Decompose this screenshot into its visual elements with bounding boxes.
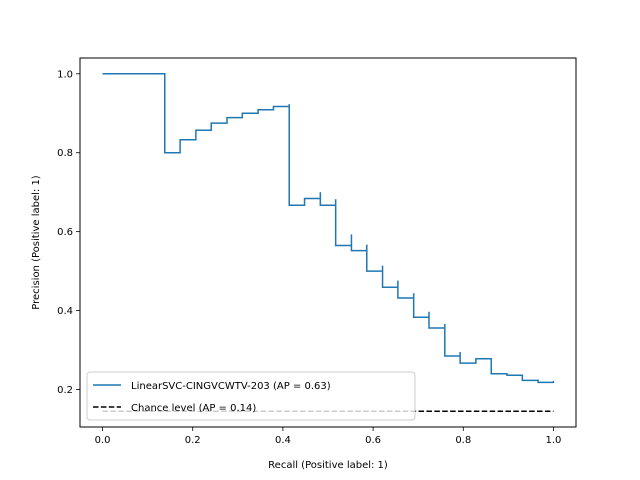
y-axis-label: Precision (Positive label: 1) [31,175,42,310]
axes-frame [79,57,577,428]
y-tick-label: 1.0 [57,69,73,80]
legend-label-classifier: LinearSVC-CINGVCWTV-203 (AP = 0.63) [131,381,331,392]
legend-box [86,371,416,421]
y-tick-label: 0.6 [57,227,73,238]
pr-curve-line [102,73,555,384]
x-tick-label: 0.6 [365,435,381,446]
y-axis-ticks: 0.2 0.4 0.6 0.8 1.0 [57,69,80,396]
x-axis-ticks: 0.0 0.2 0.4 0.6 0.8 1.0 [95,427,562,446]
x-tick-label: 0.2 [185,435,201,446]
x-tick-label: 0.0 [95,435,111,446]
x-tick-label: 0.4 [275,435,291,446]
y-tick-label: 0.2 [57,385,73,396]
x-tick-label: 0.8 [455,435,471,446]
legend-label-chance: Chance level (AP = 0.14) [131,403,256,414]
x-tick-label: 1.0 [546,435,562,446]
y-tick-label: 0.8 [57,148,73,159]
x-axis-label: Recall (Positive label: 1) [268,460,388,471]
legend: LinearSVC-CINGVCWTV-203 (AP = 0.63) Chan… [86,371,416,421]
y-tick-label: 0.4 [57,306,73,317]
